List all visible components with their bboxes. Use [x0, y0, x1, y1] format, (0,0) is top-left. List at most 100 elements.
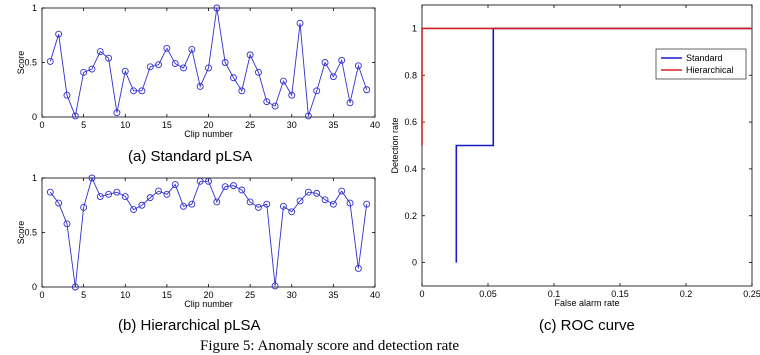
score-point — [263, 98, 271, 106]
caption-roc-curve: (c) ROC curve — [539, 317, 635, 334]
score-point — [313, 189, 321, 197]
legend-label: Hierarchical — [686, 65, 734, 75]
score-point — [338, 56, 346, 64]
score-point — [354, 62, 362, 70]
score-point — [288, 208, 296, 216]
score-point — [105, 190, 113, 198]
y-tick-label: 0 — [32, 282, 37, 292]
score-line — [49, 7, 368, 118]
score-point — [155, 61, 163, 69]
x-tick-label: 0.1 — [548, 289, 561, 299]
chart-0: 0 5 10 15 20 25 30 35 40 0 0.5 1 Clip number Score — [16, 3, 380, 139]
plot-frame — [41, 177, 376, 288]
score-point — [271, 102, 279, 110]
score-point — [363, 200, 371, 208]
caption-standard-plsa: (a) Standard pLSA — [128, 148, 253, 165]
x-tick-label: 40 — [370, 120, 380, 130]
score-point — [180, 202, 187, 210]
score-point — [121, 193, 129, 200]
score-point — [113, 109, 121, 117]
x-axis-label: Clip number — [184, 129, 233, 139]
score-point — [329, 73, 337, 81]
x-tick-label: 0 — [39, 120, 44, 130]
score-point — [88, 174, 96, 182]
score-point — [246, 198, 254, 206]
score-point — [138, 201, 146, 209]
legend-label: Standard — [686, 53, 723, 63]
y-tick-label: 1 — [32, 3, 37, 13]
x-tick-label: 10 — [120, 120, 130, 130]
x-axis-label: False alarm rate — [554, 298, 619, 308]
score-point — [196, 177, 204, 185]
x-tick-label: 20 — [203, 120, 213, 130]
score-point — [113, 188, 121, 196]
x-tick-label: 0 — [419, 289, 424, 299]
score-point — [288, 91, 296, 99]
score-point — [255, 68, 262, 76]
score-point — [46, 57, 54, 65]
chart-1: 0 5 10 15 20 25 30 35 40 0 0.5 1 Clip number Score — [16, 173, 380, 309]
x-tick-label: 40 — [370, 290, 380, 300]
y-tick-label: 0 — [412, 258, 417, 268]
score-point — [80, 68, 88, 76]
y-axis-label: Score — [16, 51, 26, 75]
y-tick-label: 0.2 — [404, 211, 417, 221]
score-point — [163, 190, 171, 198]
score-point — [196, 83, 204, 90]
x-tick-label: 25 — [245, 120, 255, 130]
y-tick-label: 0.5 — [24, 228, 37, 238]
score-point — [105, 54, 113, 62]
plot-frame — [41, 7, 376, 118]
x-tick-label: 25 — [245, 290, 255, 300]
score-point — [329, 200, 337, 208]
score-point — [221, 59, 229, 66]
score-point — [346, 99, 354, 107]
series-line-hierarchical — [421, 27, 752, 146]
score-point — [230, 74, 237, 82]
score-point — [163, 44, 171, 52]
legend: Standard Hierarchical — [655, 48, 747, 80]
score-point — [188, 45, 196, 53]
score-point — [213, 4, 221, 12]
y-tick-label: 0.4 — [404, 164, 417, 174]
score-point — [146, 63, 154, 71]
score-point — [55, 30, 63, 38]
score-point — [138, 87, 146, 95]
x-axis-label: Clip number — [184, 299, 233, 309]
score-point — [55, 199, 63, 207]
score-point — [221, 183, 229, 191]
score-point — [171, 60, 179, 68]
score-point — [296, 19, 304, 27]
score-point — [279, 202, 287, 210]
y-tick-label: 1 — [412, 23, 417, 33]
y-tick-label: 0.6 — [404, 117, 417, 127]
x-tick-label: 15 — [162, 290, 172, 300]
x-tick-label: 30 — [287, 290, 297, 300]
score-point — [96, 48, 104, 56]
score-point — [205, 64, 212, 72]
x-tick-label: 0.25 — [743, 289, 760, 299]
score-point — [363, 86, 371, 94]
score-point — [130, 206, 138, 214]
legend-box — [655, 48, 747, 80]
score-point — [121, 67, 129, 75]
x-tick-label: 0.2 — [680, 289, 693, 299]
score-point — [188, 200, 196, 208]
chart-2: 0 0.05 0.1 0.15 0.2 0.25 0 0.2 0.4 0.6 0.8 1 False a… — [390, 4, 760, 308]
x-tick-label: 30 — [287, 120, 297, 130]
score-point — [246, 51, 254, 59]
score-point — [296, 197, 304, 205]
score-point — [279, 77, 287, 85]
score-point — [71, 112, 79, 120]
score-point — [346, 199, 354, 207]
score-point — [321, 196, 329, 204]
score-point — [171, 181, 179, 188]
y-axis-label: Detection rate — [390, 117, 400, 173]
x-tick-label: 35 — [328, 120, 338, 130]
score-point — [96, 193, 104, 200]
score-point — [155, 187, 163, 195]
x-tick-label: 20 — [203, 290, 213, 300]
score-point — [213, 198, 221, 206]
score-point — [230, 182, 237, 190]
